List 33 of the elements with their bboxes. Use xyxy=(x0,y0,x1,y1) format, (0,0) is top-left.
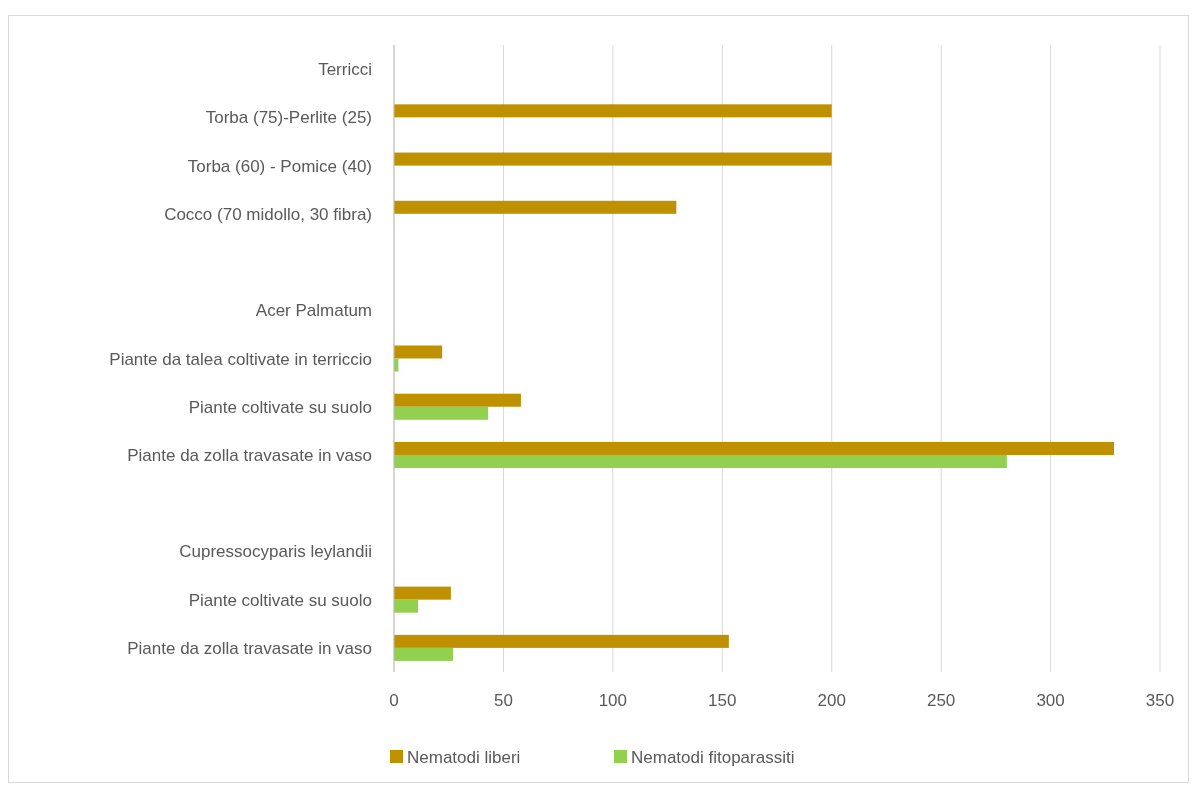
y-tick-label: Cupressocyparis leylandii xyxy=(179,542,372,562)
y-tick-label: Piante da talea coltivate in terriccio xyxy=(109,349,372,369)
y-tick-label: Cocco (70 midollo, 30 fibra) xyxy=(164,204,372,224)
bar xyxy=(394,586,451,600)
x-tick-label: 350 xyxy=(1145,691,1175,710)
x-tick-label: 300 xyxy=(1036,691,1065,710)
y-tick-label: Piante da zolla travasate in vaso xyxy=(127,638,372,658)
bar xyxy=(394,345,443,359)
bar xyxy=(394,454,1007,468)
y-tick-label: Piante coltivate su suolo xyxy=(188,397,372,417)
bar xyxy=(394,200,677,214)
x-tick-label: 50 xyxy=(493,691,513,710)
x-tick-label: 100 xyxy=(598,691,628,710)
y-tick-label: Acer Palmatum xyxy=(255,301,372,321)
x-tick-label: 200 xyxy=(817,691,846,710)
bar xyxy=(394,599,419,613)
y-tick-label: Piante coltivate su suolo xyxy=(188,590,372,610)
x-tick-label: 150 xyxy=(708,691,737,710)
bar xyxy=(394,647,454,661)
bar xyxy=(394,152,832,166)
y-tick-label: Piante da zolla travasate in vaso xyxy=(127,445,372,465)
legend-label: Nematodi fitoparassiti xyxy=(631,748,795,767)
y-tick-label: Terricci xyxy=(318,60,372,80)
bar xyxy=(394,406,489,420)
bar xyxy=(394,104,832,118)
y-tick-label: Torba (75)-Perlite (25) xyxy=(205,108,372,128)
bar xyxy=(394,441,1115,455)
bar xyxy=(394,393,521,407)
x-tick-label: 250 xyxy=(926,691,956,710)
legend-label: Nematodi liberi xyxy=(407,748,521,767)
y-tick-label: Torba (60) - Pomice (40) xyxy=(187,156,372,176)
x-tick-label: 0 xyxy=(389,691,399,710)
bar xyxy=(394,634,729,648)
